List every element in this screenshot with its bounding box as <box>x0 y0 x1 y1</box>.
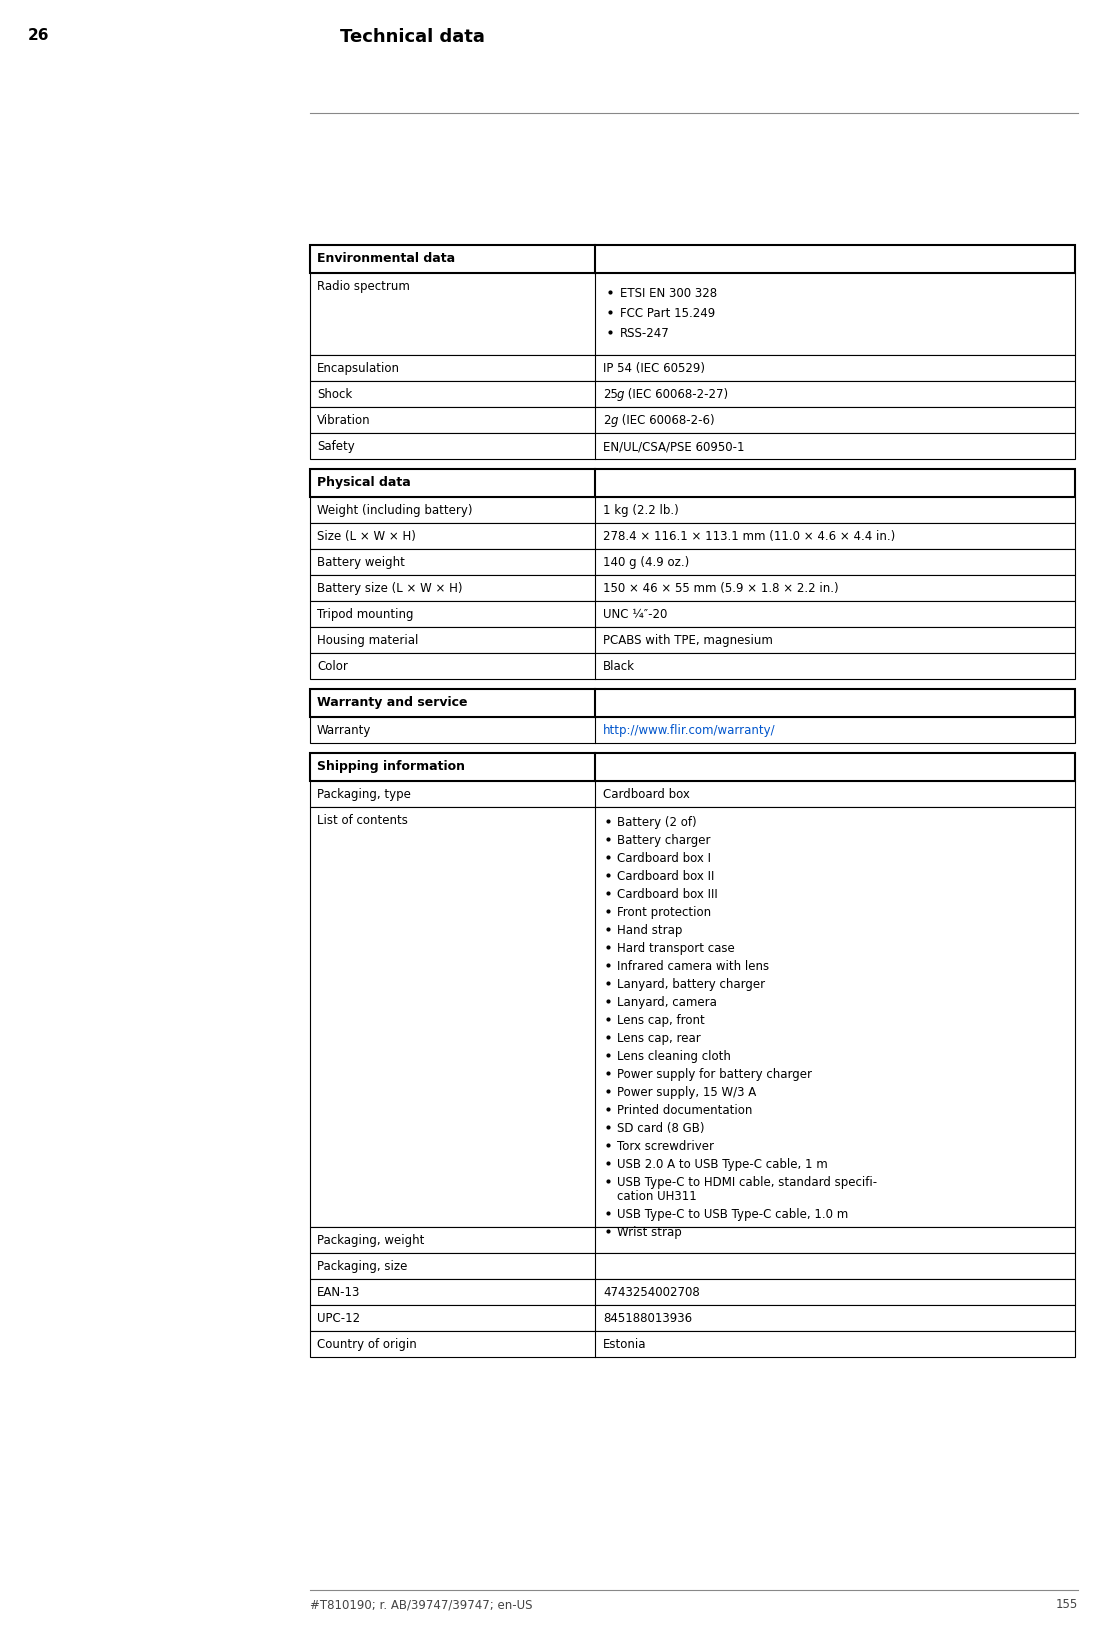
Text: 845188013936: 845188013936 <box>603 1311 693 1324</box>
Bar <box>310 245 1075 273</box>
Text: Warranty: Warranty <box>317 724 372 737</box>
Text: USB Type-C to HDMI cable, standard specifi-: USB Type-C to HDMI cable, standard speci… <box>617 1176 877 1189</box>
Text: Housing material: Housing material <box>317 634 419 647</box>
Text: UNC ¼″-20: UNC ¼″-20 <box>603 608 667 621</box>
Text: EN/UL/CSA/PSE 60950-1: EN/UL/CSA/PSE 60950-1 <box>603 440 744 453</box>
Text: Hand strap: Hand strap <box>617 924 683 937</box>
Text: Packaging, weight: Packaging, weight <box>317 1234 424 1248</box>
Text: Shock: Shock <box>317 387 352 401</box>
Text: 155: 155 <box>1055 1597 1078 1610</box>
Text: Physical data: Physical data <box>317 476 411 489</box>
Bar <box>310 273 1075 355</box>
Text: 140 g (4.9 oz.): 140 g (4.9 oz.) <box>603 556 689 569</box>
Text: Hard transport case: Hard transport case <box>617 942 734 955</box>
Bar <box>310 602 1075 626</box>
Text: Technical data: Technical data <box>340 28 484 46</box>
Text: Lens cap, rear: Lens cap, rear <box>617 1032 700 1045</box>
Bar <box>310 469 1075 497</box>
Text: g: g <box>610 414 618 427</box>
Bar <box>310 576 1075 602</box>
Text: cation UH311: cation UH311 <box>617 1190 697 1203</box>
Text: Size (L × W × H): Size (L × W × H) <box>317 530 415 543</box>
Text: PCABS with TPE, magnesium: PCABS with TPE, magnesium <box>603 634 773 647</box>
Text: Encapsulation: Encapsulation <box>317 361 400 374</box>
Text: FCC Part 15.249: FCC Part 15.249 <box>620 307 716 320</box>
Bar <box>310 433 1075 459</box>
Text: Cardboard box I: Cardboard box I <box>617 852 711 865</box>
Text: (IEC 60068-2-6): (IEC 60068-2-6) <box>618 414 715 427</box>
Text: Vibration: Vibration <box>317 414 370 427</box>
Text: Environmental data: Environmental data <box>317 252 455 265</box>
Text: Safety: Safety <box>317 440 355 453</box>
Text: Estonia: Estonia <box>603 1337 647 1351</box>
Text: 278.4 × 116.1 × 113.1 mm (11.0 × 4.6 × 4.4 in.): 278.4 × 116.1 × 113.1 mm (11.0 × 4.6 × 4… <box>603 530 895 543</box>
Text: Packaging, type: Packaging, type <box>317 788 411 801</box>
Text: g: g <box>617 387 625 401</box>
Text: Torx screwdriver: Torx screwdriver <box>617 1140 713 1153</box>
Bar <box>310 652 1075 679</box>
Text: 2: 2 <box>603 414 610 427</box>
Text: Color: Color <box>317 661 347 674</box>
Bar <box>310 1252 1075 1279</box>
Text: (IEC 60068-2-27): (IEC 60068-2-27) <box>624 387 728 401</box>
Text: Shipping information: Shipping information <box>317 760 465 773</box>
Text: USB 2.0 A to USB Type-C cable, 1 m: USB 2.0 A to USB Type-C cable, 1 m <box>617 1158 827 1171</box>
Bar <box>310 407 1075 433</box>
Text: #T810190; r. AB/39747/39747; en-US: #T810190; r. AB/39747/39747; en-US <box>310 1597 533 1610</box>
Text: http://www.flir.com/warranty/: http://www.flir.com/warranty/ <box>603 724 776 737</box>
Text: 1 kg (2.2 lb.): 1 kg (2.2 lb.) <box>603 504 678 517</box>
Text: 150 × 46 × 55 mm (5.9 × 1.8 × 2.2 in.): 150 × 46 × 55 mm (5.9 × 1.8 × 2.2 in.) <box>603 582 838 595</box>
Bar <box>310 754 1075 782</box>
Text: Battery (2 of): Battery (2 of) <box>617 816 697 829</box>
Text: Cardboard box: Cardboard box <box>603 788 689 801</box>
Bar <box>310 718 1075 742</box>
Bar <box>310 1279 1075 1305</box>
Text: 25: 25 <box>603 387 618 401</box>
Bar <box>310 523 1075 549</box>
Text: Power supply for battery charger: Power supply for battery charger <box>617 1068 812 1081</box>
Text: Battery weight: Battery weight <box>317 556 404 569</box>
Text: Infrared camera with lens: Infrared camera with lens <box>617 960 769 973</box>
Text: Black: Black <box>603 661 635 674</box>
Text: SD card (8 GB): SD card (8 GB) <box>617 1122 705 1135</box>
Text: Printed documentation: Printed documentation <box>617 1104 752 1117</box>
Text: IP 54 (IEC 60529): IP 54 (IEC 60529) <box>603 361 705 374</box>
Text: Battery size (L × W × H): Battery size (L × W × H) <box>317 582 463 595</box>
Bar <box>310 497 1075 523</box>
Text: Weight (including battery): Weight (including battery) <box>317 504 472 517</box>
Text: Lanyard, battery charger: Lanyard, battery charger <box>617 978 765 991</box>
Bar <box>310 1305 1075 1331</box>
Bar <box>310 626 1075 652</box>
Text: Packaging, size: Packaging, size <box>317 1261 408 1274</box>
Text: Cardboard box III: Cardboard box III <box>617 888 718 901</box>
Text: 26: 26 <box>28 28 49 43</box>
Text: Country of origin: Country of origin <box>317 1337 416 1351</box>
Text: Lens cleaning cloth: Lens cleaning cloth <box>617 1050 731 1063</box>
Text: Wrist strap: Wrist strap <box>617 1226 682 1239</box>
Text: UPC-12: UPC-12 <box>317 1311 361 1324</box>
Text: Tripod mounting: Tripod mounting <box>317 608 413 621</box>
Bar <box>310 688 1075 718</box>
Bar <box>310 1226 1075 1252</box>
Text: RSS-247: RSS-247 <box>620 327 670 340</box>
Bar <box>310 808 1075 1226</box>
Text: List of contents: List of contents <box>317 814 408 827</box>
Text: 4743254002708: 4743254002708 <box>603 1287 699 1298</box>
Bar <box>310 782 1075 808</box>
Text: USB Type-C to USB Type-C cable, 1.0 m: USB Type-C to USB Type-C cable, 1.0 m <box>617 1208 848 1221</box>
Text: Battery charger: Battery charger <box>617 834 710 847</box>
Bar <box>310 1331 1075 1357</box>
Text: Front protection: Front protection <box>617 906 711 919</box>
Text: Cardboard box II: Cardboard box II <box>617 870 715 883</box>
Text: Power supply, 15 W/3 A: Power supply, 15 W/3 A <box>617 1086 756 1099</box>
Text: Warranty and service: Warranty and service <box>317 697 468 710</box>
Text: Lens cap, front: Lens cap, front <box>617 1014 705 1027</box>
Text: Radio spectrum: Radio spectrum <box>317 280 410 293</box>
Text: ETSI EN 300 328: ETSI EN 300 328 <box>620 288 717 299</box>
Bar <box>310 381 1075 407</box>
Text: Lanyard, camera: Lanyard, camera <box>617 996 717 1009</box>
Bar <box>310 355 1075 381</box>
Text: EAN-13: EAN-13 <box>317 1287 361 1298</box>
Bar <box>310 549 1075 576</box>
